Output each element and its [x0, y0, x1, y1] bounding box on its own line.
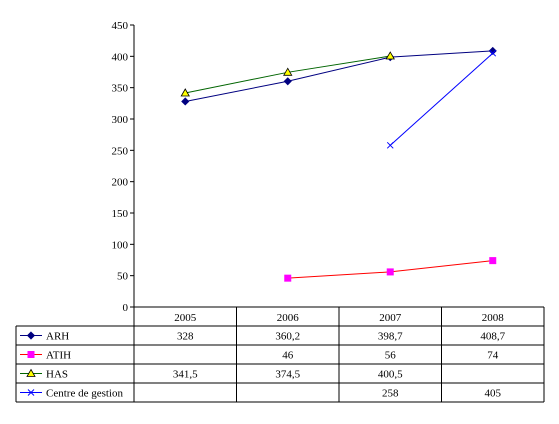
legend-marker-has — [26, 368, 36, 377]
legend-label-atih: ATIH — [46, 350, 71, 362]
data-label-arh: 398,7 — [378, 331, 403, 343]
legend-label-arh: ARH — [46, 331, 69, 343]
data-label-atih: 46 — [282, 350, 294, 362]
y-tick-label: 50 — [117, 271, 129, 283]
y-tick-label: 350 — [112, 83, 129, 95]
data-label-has: 374,5 — [275, 369, 300, 381]
data-label-arh: 408,7 — [480, 331, 505, 343]
data-label-centre-de-gestion: 405 — [485, 388, 502, 400]
legend-marker-arh — [26, 331, 36, 340]
legend-label-centre-de-gestion: Centre de gestion — [46, 388, 123, 400]
y-tick-label: 250 — [112, 145, 129, 157]
data-label-has: 400,5 — [378, 369, 403, 381]
data-point-atih — [284, 274, 292, 282]
legend-marker-centre-de-gestion — [27, 389, 35, 396]
x-tick-label: 2005 — [174, 312, 197, 324]
legend-label-has: HAS — [46, 369, 68, 381]
data-label-atih: 74 — [487, 350, 499, 362]
y-tick-label: 100 — [112, 239, 129, 251]
data-point-atih — [489, 257, 497, 265]
data-label-arh: 328 — [177, 331, 194, 343]
y-tick-label: 400 — [112, 51, 129, 63]
data-point-arh — [181, 97, 190, 106]
data-point-arh — [283, 77, 292, 86]
data-point-has — [180, 88, 190, 97]
data-point-atih — [386, 268, 394, 276]
data-point-arh — [488, 46, 497, 55]
data-point-has — [283, 67, 293, 76]
x-tick-label: 2006 — [277, 312, 300, 324]
series-line-centre-de-gestion — [389, 52, 494, 146]
series-line-arh — [185, 50, 493, 102]
data-label-centre-de-gestion: 258 — [382, 388, 399, 400]
x-tick-label: 2007 — [379, 312, 402, 324]
data-point-centre-de-gestion-stroke-b — [489, 49, 497, 57]
data-point-has — [385, 51, 395, 60]
data-label-has: 341,5 — [173, 369, 198, 381]
x-tick-label: 2008 — [482, 312, 505, 324]
y-tick-label: 150 — [112, 208, 129, 220]
y-tick-label: 200 — [112, 177, 129, 189]
data-label-arh: 360,2 — [275, 331, 300, 343]
y-tick-label: 450 — [112, 20, 129, 32]
legend-marker-atih — [27, 350, 35, 358]
legend-marker-centre-de-gestion-stroke-b — [27, 389, 35, 396]
data-point-centre-de-gestion-stroke-b — [386, 141, 394, 149]
y-tick-label: 300 — [112, 114, 129, 126]
data-label-atih: 56 — [385, 350, 397, 362]
data-point-centre-de-gestion — [489, 49, 497, 57]
data-point-centre-de-gestion — [386, 141, 394, 149]
y-tick-label: 0 — [123, 302, 129, 314]
